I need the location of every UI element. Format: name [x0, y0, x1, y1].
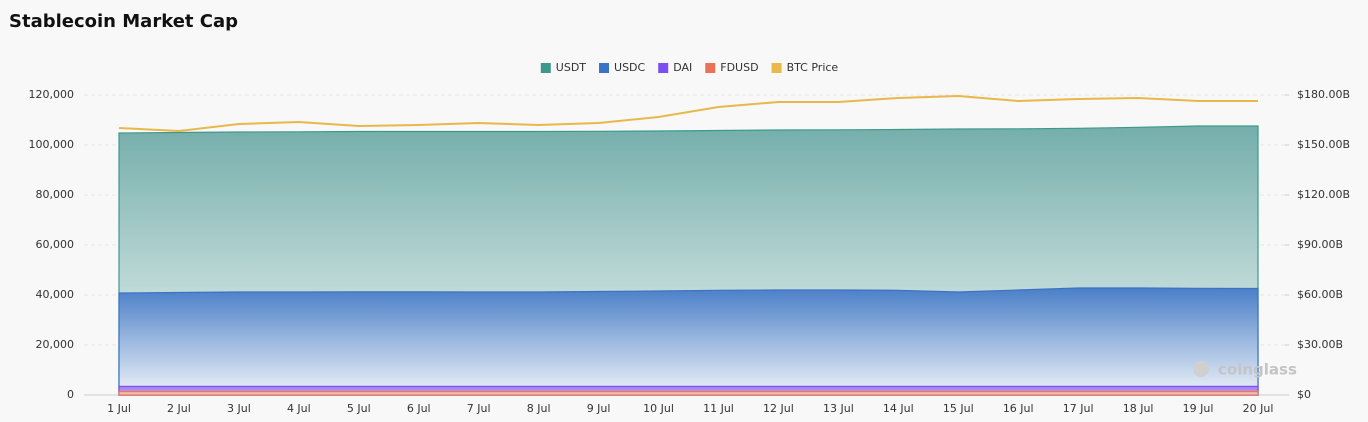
- legend-swatch: [658, 63, 669, 73]
- chart-title: Stablecoin Market Cap: [9, 11, 238, 32]
- x-tick-label: 15 Jul: [943, 402, 974, 415]
- y-tick-label: 60,000: [36, 238, 75, 251]
- y2-tick-label: $150.00B: [1297, 138, 1350, 151]
- x-tick-label: 2 Jul: [167, 402, 191, 415]
- legend-swatch: [705, 63, 716, 73]
- x-tick-label: 6 Jul: [407, 402, 431, 415]
- x-tick-label: 5 Jul: [347, 402, 371, 415]
- legend-label: BTC Price: [787, 61, 839, 74]
- x-tick-label: 11 Jul: [703, 402, 734, 415]
- y2-tick-label: $30.00B: [1297, 338, 1343, 351]
- x-tick-label: 1 Jul: [107, 402, 131, 415]
- legend-label: FDUSD: [720, 61, 758, 74]
- x-tick-label: 10 Jul: [643, 402, 674, 415]
- x-tick-label: 7 Jul: [467, 402, 491, 415]
- watermark: coinglass: [1218, 361, 1297, 379]
- y-tick-label: 20,000: [36, 338, 75, 351]
- y2-tick-label: $120.00B: [1297, 188, 1350, 201]
- area: [118, 287, 1259, 396]
- x-tick-label: 18 Jul: [1123, 402, 1154, 415]
- y2-tick-label: $180.00B: [1297, 88, 1350, 101]
- y-tick-label: 120,000: [29, 88, 75, 101]
- x-tick-label: 14 Jul: [883, 402, 914, 415]
- price-line: [118, 94, 1258, 133]
- legend-swatch: [599, 63, 610, 73]
- x-tick-label: 9 Jul: [587, 402, 611, 415]
- y-tick-label: 80,000: [36, 188, 75, 201]
- x-tick-label: 4 Jul: [287, 402, 311, 415]
- y2-tick-label: $90.00B: [1297, 238, 1343, 251]
- legend-label: USDT: [556, 61, 587, 74]
- x-tick-label: 17 Jul: [1063, 402, 1094, 415]
- watermark-icon: [1193, 361, 1209, 377]
- x-tick-label: 12 Jul: [763, 402, 794, 415]
- y-tick-label: 40,000: [36, 288, 75, 301]
- x-tick-label: 8 Jul: [527, 402, 551, 415]
- area: [118, 390, 1259, 396]
- y2-tick-label: $0: [1297, 388, 1311, 401]
- legend-label: DAI: [673, 61, 692, 74]
- x-tick-label: 13 Jul: [823, 402, 854, 415]
- y-tick-label: 100,000: [29, 138, 75, 151]
- x-tick-label: 20 Jul: [1243, 402, 1274, 415]
- x-tick-label: 19 Jul: [1183, 402, 1214, 415]
- y-tick-label: 0: [67, 388, 74, 401]
- legend-swatch: [771, 63, 782, 73]
- legend-label: USDC: [614, 61, 646, 74]
- x-tick-label: 3 Jul: [227, 402, 251, 415]
- x-tick-label: 16 Jul: [1003, 402, 1034, 415]
- y2-tick-label: $60.00B: [1297, 288, 1343, 301]
- legend-swatch: [540, 63, 551, 73]
